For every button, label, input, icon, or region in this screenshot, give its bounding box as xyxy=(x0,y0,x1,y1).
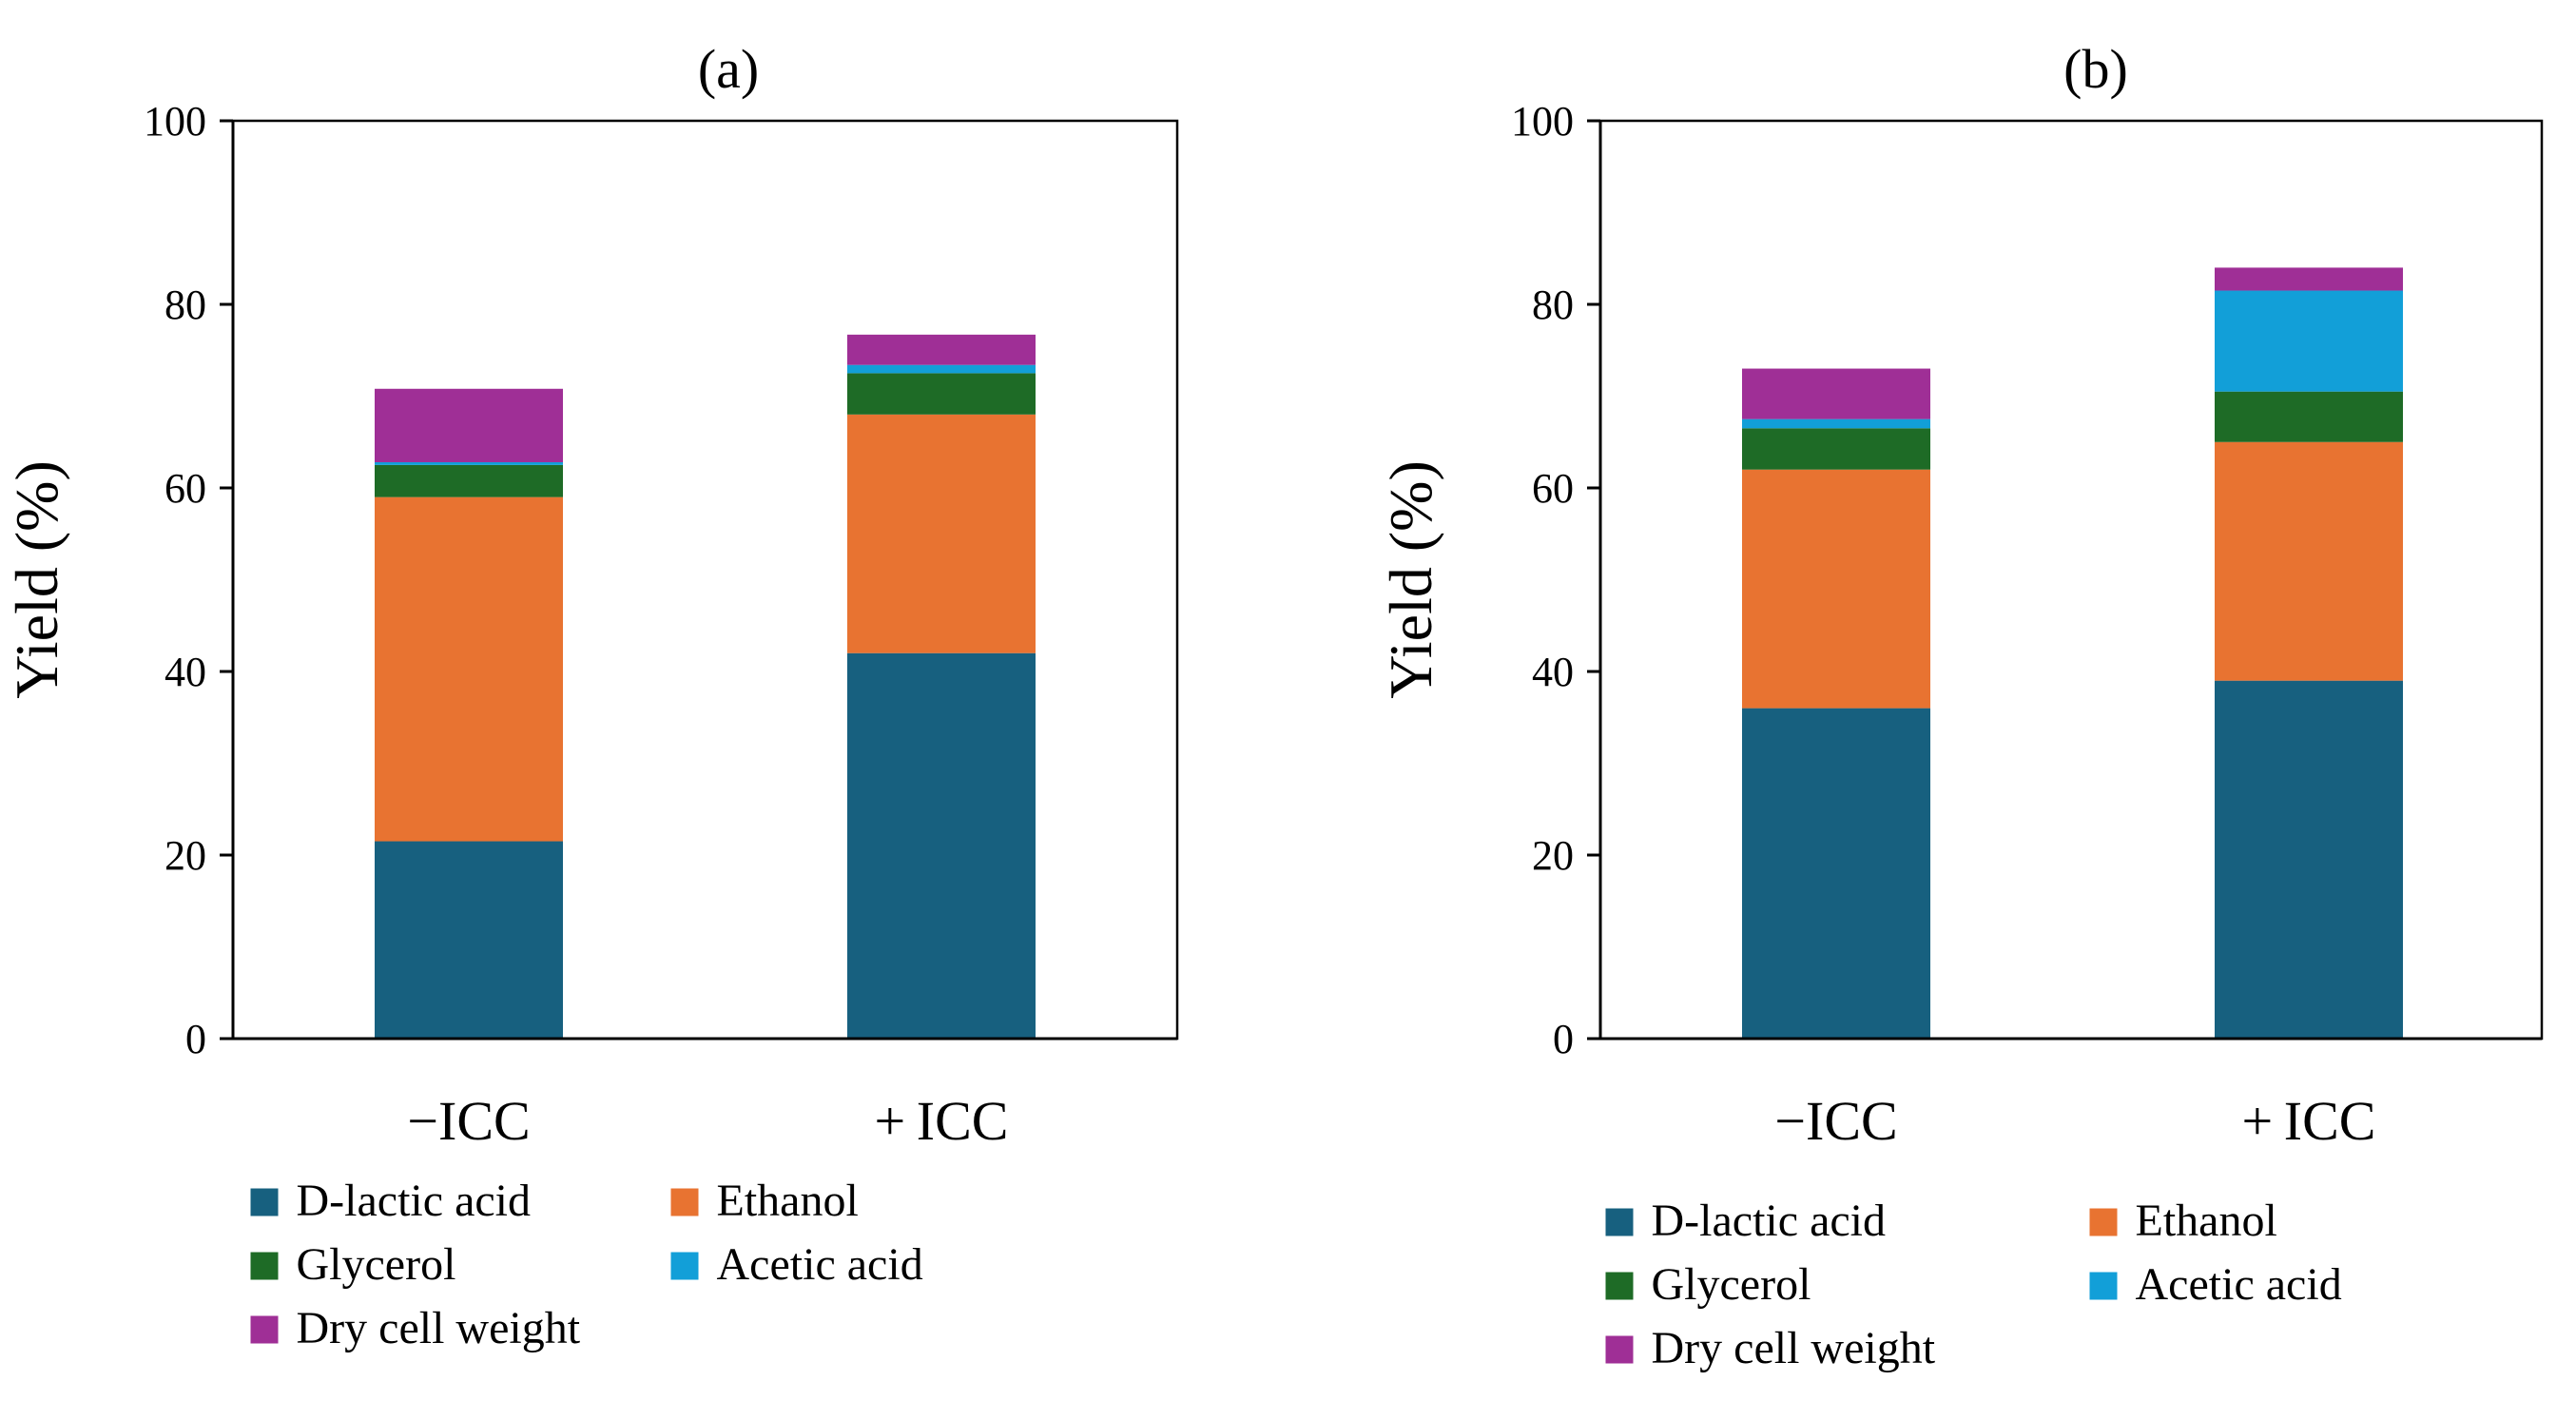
bar-segment-glycerol xyxy=(1742,428,1930,470)
bar-segment-ethanol xyxy=(2215,441,2403,681)
x-category-label: −ICC xyxy=(1774,1090,1897,1152)
bar-segment-dry-cell-weight xyxy=(2215,267,2403,291)
legend-swatch xyxy=(250,1252,279,1280)
y-tick-label: 60 xyxy=(1532,465,1574,512)
legend-label: Acetic acid xyxy=(717,1239,923,1290)
legend-label: Dry cell weight xyxy=(297,1303,581,1353)
bar-segment-d-lactic-acid xyxy=(2215,680,2403,1039)
legend-swatch xyxy=(670,1252,699,1280)
bar-segment-dry-cell-weight xyxy=(375,388,563,462)
legend-swatch xyxy=(1605,1272,1634,1300)
y-tick-label: 0 xyxy=(185,1016,206,1062)
legend-swatch xyxy=(1605,1335,1634,1364)
legend-label: Glycerol xyxy=(1652,1259,1811,1310)
y-tick-label: 80 xyxy=(165,282,206,328)
legend-label: Ethanol xyxy=(717,1176,859,1226)
bar-segment-ethanol xyxy=(375,496,563,842)
y-tick-label: 100 xyxy=(1511,98,1574,145)
bar-segment-acetic-acid xyxy=(847,364,1036,374)
legend-label: Dry cell weight xyxy=(1652,1323,1936,1373)
legend-label: D-lactic acid xyxy=(1652,1196,1887,1246)
y-tick-label: 20 xyxy=(165,832,206,879)
y-axis-label: Yield (%) xyxy=(1377,460,1444,699)
legend-swatch xyxy=(250,1315,279,1344)
bar-segment-d-lactic-acid xyxy=(1742,708,1930,1039)
y-tick-label: 0 xyxy=(1553,1016,1574,1062)
bar-segment-d-lactic-acid xyxy=(847,652,1036,1039)
y-axis-label: Yield (%) xyxy=(3,460,70,699)
y-tick-label: 40 xyxy=(1532,649,1574,695)
legend-label: Glycerol xyxy=(297,1239,456,1290)
y-tick-label: 20 xyxy=(1532,832,1574,879)
x-category-label: + ICC xyxy=(874,1090,1008,1152)
y-tick-label: 100 xyxy=(144,98,206,145)
bar-segment-dry-cell-weight xyxy=(1742,368,1930,419)
legend-swatch xyxy=(1605,1208,1634,1236)
y-tick-label: 40 xyxy=(165,649,206,695)
legend-swatch xyxy=(2089,1272,2118,1300)
legend-label: D-lactic acid xyxy=(297,1176,532,1226)
bar-segment-acetic-acid xyxy=(1742,418,1930,429)
y-tick-label: 60 xyxy=(165,465,206,512)
legend-swatch xyxy=(250,1188,279,1216)
y-tick-label: 80 xyxy=(1532,282,1574,328)
bar-segment-d-lactic-acid xyxy=(375,841,563,1039)
chart-title: (b) xyxy=(2063,38,2128,100)
bar-segment-acetic-acid xyxy=(2215,290,2403,392)
x-category-label: −ICC xyxy=(407,1090,530,1152)
legend-swatch xyxy=(2089,1208,2118,1236)
legend-swatch xyxy=(670,1188,699,1216)
x-category-label: + ICC xyxy=(2241,1090,2375,1152)
bar-segment-glycerol xyxy=(847,373,1036,415)
bar-segment-ethanol xyxy=(847,414,1036,653)
bar-segment-glycerol xyxy=(2215,391,2403,442)
bar-segment-ethanol xyxy=(1742,469,1930,709)
legend-label: Ethanol xyxy=(2136,1196,2277,1246)
chart-title: (a) xyxy=(698,38,759,100)
bar-segment-dry-cell-weight xyxy=(847,334,1036,365)
plot-frame xyxy=(231,119,1179,1041)
bar-segment-glycerol xyxy=(375,464,563,497)
bar-segment-acetic-acid xyxy=(375,461,563,465)
legend-label: Acetic acid xyxy=(2136,1259,2342,1310)
